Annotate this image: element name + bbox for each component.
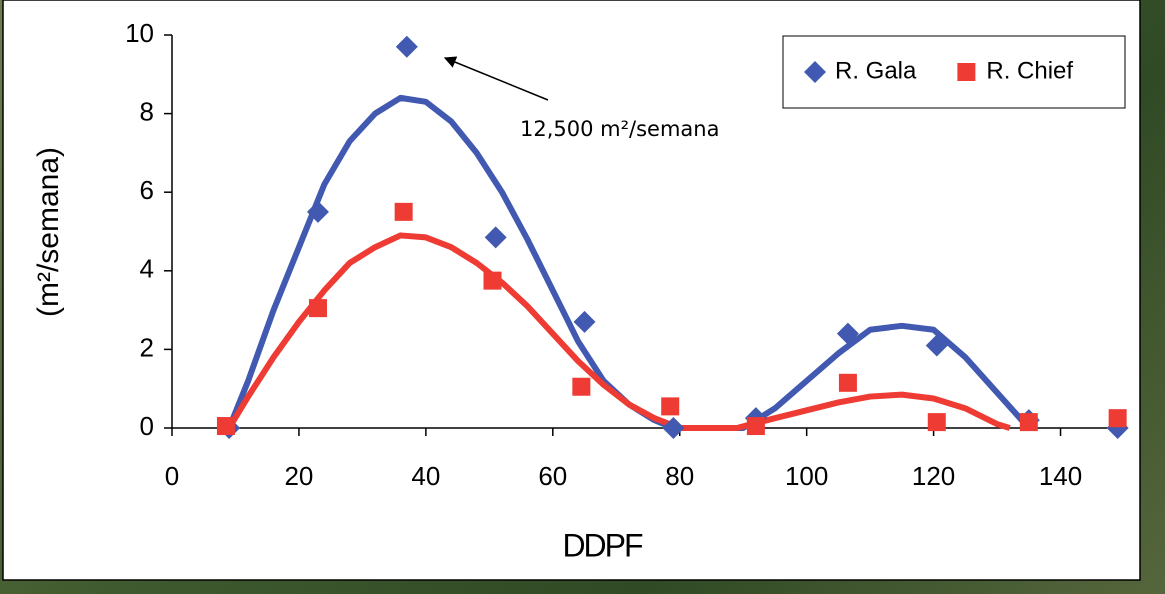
legend-box <box>782 35 1126 109</box>
legend-marker <box>957 63 976 81</box>
y-tick-label: 6 <box>140 175 154 205</box>
y-axis-label: (m²/semana) <box>32 147 65 317</box>
x-axis-label: DDPF <box>562 527 643 563</box>
legend-label: R. Chief <box>986 57 1073 84</box>
point <box>572 377 591 396</box>
y-tick-label: 4 <box>140 254 154 284</box>
point <box>746 417 765 436</box>
trend-line <box>226 232 1011 431</box>
point <box>661 397 680 416</box>
x-tick-label: 120 <box>912 461 955 491</box>
point <box>925 334 948 357</box>
point <box>483 271 502 290</box>
point <box>1108 409 1127 428</box>
point <box>838 373 857 392</box>
legend-marker <box>804 61 826 83</box>
point <box>927 413 946 432</box>
x-tick-label: 60 <box>538 461 567 491</box>
y-tick-label: 2 <box>140 332 154 362</box>
point <box>484 226 507 249</box>
x-tick-label: 140 <box>1039 461 1082 491</box>
y-tick-label: 10 <box>125 18 154 48</box>
annotation-arrow <box>443 56 549 101</box>
x-tick-label: 100 <box>785 461 828 491</box>
x-tick-label: 0 <box>165 461 179 491</box>
point <box>1019 413 1038 432</box>
point <box>395 35 418 58</box>
point <box>662 417 685 439</box>
x-tick-label: 40 <box>411 461 440 491</box>
point <box>306 200 329 223</box>
trend-line <box>226 94 1032 431</box>
point <box>216 417 235 436</box>
x-tick-label: 80 <box>665 461 694 491</box>
x-tick-label: 20 <box>284 461 313 491</box>
legend-label: R. Gala <box>835 57 917 84</box>
annotation: 12,500 m²/semana <box>520 117 719 141</box>
point <box>573 310 596 333</box>
y-tick-label: 0 <box>140 411 154 441</box>
point <box>836 322 859 345</box>
y-tick-label: 8 <box>140 96 154 126</box>
point <box>308 299 327 318</box>
point <box>394 202 413 221</box>
